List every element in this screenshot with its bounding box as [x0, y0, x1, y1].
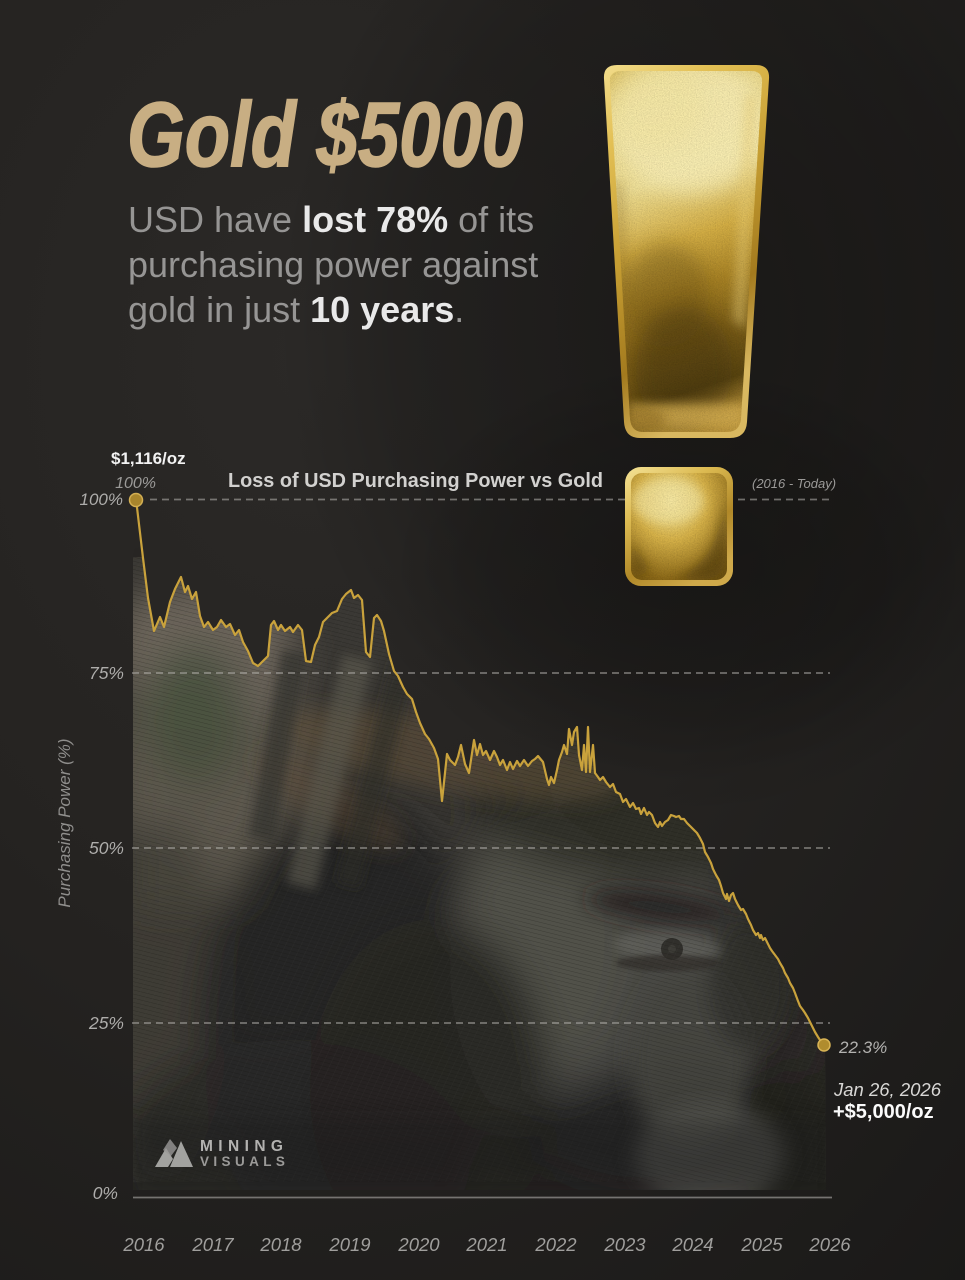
svg-text:2022: 2022 — [534, 1234, 577, 1255]
svg-text:2016: 2016 — [122, 1234, 165, 1255]
svg-text:2024: 2024 — [671, 1234, 713, 1255]
svg-text:25%: 25% — [88, 1013, 124, 1033]
svg-text:2025: 2025 — [740, 1234, 783, 1255]
svg-text:100%: 100% — [80, 490, 123, 509]
svg-text:2018: 2018 — [259, 1234, 302, 1255]
svg-text:Purchasing Power (%): Purchasing Power (%) — [55, 738, 74, 907]
svg-text:Loss of USD Purchasing Power v: Loss of USD Purchasing Power vs Gold — [228, 469, 603, 492]
svg-text:22.3%: 22.3% — [838, 1038, 887, 1057]
svg-text:(2016 - Today): (2016 - Today) — [752, 476, 836, 491]
svg-text:50%: 50% — [89, 838, 124, 858]
svg-text:VISUALS: VISUALS — [200, 1154, 289, 1169]
svg-text:2026: 2026 — [808, 1234, 851, 1255]
svg-text:gold in just 10 years.: gold in just 10 years. — [128, 289, 464, 330]
svg-text:100%: 100% — [115, 475, 156, 492]
svg-text:2021: 2021 — [465, 1234, 507, 1255]
svg-text:Gold $5000: Gold $5000 — [127, 84, 523, 186]
svg-text:Jan 26, 2026: Jan 26, 2026 — [833, 1079, 942, 1100]
svg-text:75%: 75% — [89, 663, 124, 683]
svg-text:2017: 2017 — [191, 1234, 234, 1255]
svg-text:2019: 2019 — [328, 1234, 370, 1255]
svg-text:$1,116/oz: $1,116/oz — [111, 449, 186, 468]
svg-text:MINING: MINING — [200, 1138, 288, 1155]
svg-text:+$5,000/oz: +$5,000/oz — [833, 1101, 934, 1123]
svg-text:2023: 2023 — [603, 1234, 646, 1255]
svg-text:2020: 2020 — [397, 1234, 440, 1255]
svg-text:USD have lost 78% of its: USD have lost 78% of its — [128, 199, 534, 240]
svg-text:purchasing power against: purchasing power against — [128, 244, 538, 285]
svg-text:0%: 0% — [93, 1183, 118, 1203]
